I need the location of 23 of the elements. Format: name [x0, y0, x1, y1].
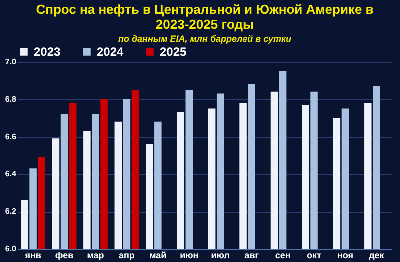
y-tick-label: 6.4 — [5, 170, 18, 179]
legend-label: 2024 — [97, 45, 124, 59]
x-tick-label: июл — [211, 250, 230, 260]
x-tick-label: янв — [25, 250, 42, 260]
x-tick-label: сен — [275, 250, 291, 260]
x-tick-label: окт — [307, 250, 322, 260]
y-tick-label: 6.2 — [5, 207, 18, 216]
legend-label: 2025 — [160, 45, 188, 59]
x-tick-label: мар — [87, 250, 105, 260]
chart-title: Спрос на нефть в Центральной и Южной Америке в 2023-2025 годы — [36, 2, 374, 32]
x-tick-label: дек — [369, 250, 385, 260]
x-tick-label: июн — [180, 250, 199, 260]
y-tick-label: 7.0 — [5, 58, 18, 66]
x-tick-label: ноя — [337, 250, 354, 260]
y-tick-label: 6.6 — [5, 132, 18, 142]
x-tick-label: апр — [118, 250, 136, 260]
x-tick-label: фев — [55, 250, 74, 260]
y-tick-label: 6.0 — [5, 244, 18, 254]
legend-label: 2023 — [34, 45, 62, 59]
x-tick-label: авг — [244, 250, 260, 260]
y-tick-label: 6.8 — [5, 94, 18, 104]
chart-subtitle: по данным EIA, млн баррелей в сутки — [118, 34, 292, 44]
x-tick-label: май — [150, 250, 167, 260]
